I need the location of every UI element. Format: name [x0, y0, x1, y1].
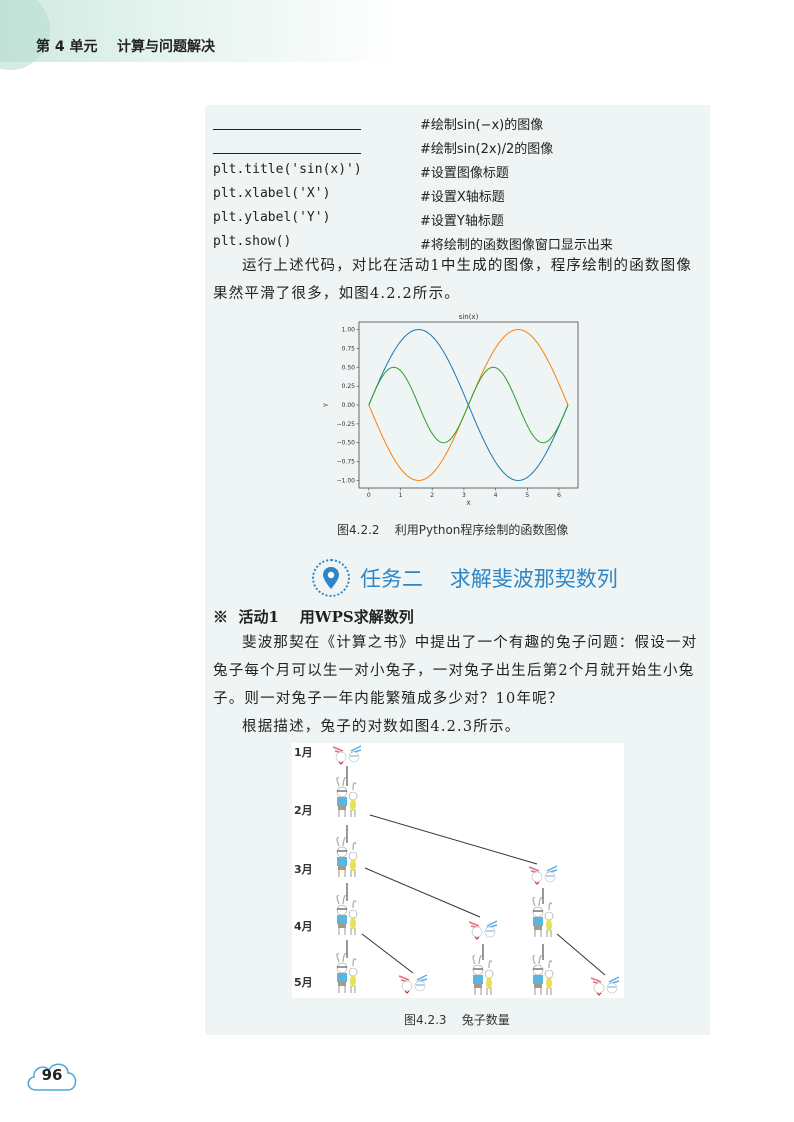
baby-rabbit-pair-icon: [468, 920, 498, 940]
sin-chart: 0 1 2 3 4 5 6 1.00 0.75 0.50 0.25 0.00 −0.25 −0.50 −0.…: [322, 313, 579, 507]
figure-caption-4-2-2: 图4.2.2 利用Python程序绘制的函数图像: [337, 523, 569, 537]
y-axis-label: Y: [322, 403, 330, 408]
connector-line: [369, 814, 538, 865]
connector-line: [364, 867, 481, 918]
y-tick-label: 0.50: [342, 364, 356, 371]
paragraph-problem: 斐波那契在《计算之书》中提出了一个有趣的兔子问题：假设一对兔子每个月可以生一对小…: [213, 635, 698, 707]
code-comment: #设置Y轴标题: [420, 214, 504, 229]
x-axis-label: X: [466, 499, 471, 507]
connector-line: [556, 933, 606, 976]
code-comment: #将绘制的函数图像窗口显示出来: [420, 238, 613, 253]
x-tick-label: 2: [430, 492, 434, 499]
code-blank-line: [213, 129, 361, 130]
unit-title: 第 4 单元 计算与问题解决: [36, 39, 215, 55]
baby-rabbit-pair-icon: [332, 745, 362, 765]
code-comment: #绘制sin(−x)的图像: [420, 118, 544, 133]
x-tick-label: 0: [367, 492, 371, 499]
adult-rabbit-pair-icon: [336, 837, 358, 877]
x-tick-label: 5: [525, 492, 529, 499]
code-comment: #设置X轴标题: [420, 190, 505, 205]
code-comment: #绘制sin(2x)/2的图像: [420, 142, 554, 157]
adult-rabbit-pair-icon: [336, 895, 358, 935]
adult-rabbit-pair-icon: [336, 777, 358, 817]
y-tick-label: 0.00: [342, 402, 356, 409]
x-tick-label: 4: [494, 492, 498, 499]
adult-rabbit-pair-icon: [532, 897, 554, 937]
activity-heading: ※ 活动1 用WPS求解数列: [213, 608, 414, 626]
month-label: 3月: [294, 863, 313, 876]
adult-rabbit-pair-icon: [472, 955, 494, 995]
y-tick-label: −0.75: [337, 459, 356, 466]
task-title: 任务二 求解斐波那契数列: [360, 567, 618, 591]
month-label: 4月: [294, 920, 313, 933]
adult-rabbit-pair-icon: [532, 955, 554, 995]
code-line: plt.show(): [213, 234, 292, 249]
task-heading: 任务二 求解斐波那契数列: [312, 559, 618, 597]
paragraph-result: 运行上述代码，对比在活动1中生成的图像，程序绘制的函数图像果然平滑了很多，如图4…: [213, 258, 693, 302]
code-line: plt.title('sin(x)'): [213, 162, 362, 177]
y-tick-label: −0.50: [337, 440, 356, 447]
y-tick-label: −1.00: [337, 477, 356, 484]
month-label: 5月: [294, 976, 313, 989]
figure-caption-4-2-3: 图4.2.3 兔子数量: [404, 1013, 510, 1027]
month-label: 2月: [294, 804, 313, 817]
code-line: plt.xlabel('X'): [213, 186, 331, 201]
paragraph-description: 根据描述，兔子的对数如图4.2.3所示。: [242, 719, 521, 735]
y-tick-label: 1.00: [342, 327, 356, 334]
y-tick-label: 0.25: [342, 383, 356, 390]
series-line-sin(2x)/2: [368, 366, 569, 444]
month-label: 1月: [294, 746, 313, 759]
y-tick-label: −0.25: [337, 421, 356, 428]
location-pin-icon: [312, 559, 350, 597]
x-tick-label: 1: [399, 492, 403, 499]
cloud-icon: [27, 1063, 77, 1091]
page-number: 96: [24, 1058, 80, 1092]
connector-line: [361, 933, 414, 974]
adult-rabbit-pair-icon: [336, 953, 358, 993]
baby-rabbit-pair-icon: [528, 865, 558, 885]
code-blank-line: [213, 153, 361, 154]
code-line: plt.ylabel('Y'): [213, 210, 331, 225]
y-tick-label: 0.75: [342, 345, 356, 352]
header-decoration: [0, 0, 50, 70]
code-comment: #设置图像标题: [420, 166, 509, 181]
page-header: 第 4 单元 计算与问题解决: [0, 0, 400, 70]
baby-rabbit-pair-icon: [590, 976, 620, 996]
rabbit-figure: 1月 2月 3月 4月 5月: [292, 743, 624, 998]
x-tick-label: 6: [557, 492, 561, 499]
chart-title: sin(x): [459, 313, 479, 321]
baby-rabbit-pair-icon: [398, 974, 428, 994]
x-tick-label: 3: [462, 492, 466, 499]
